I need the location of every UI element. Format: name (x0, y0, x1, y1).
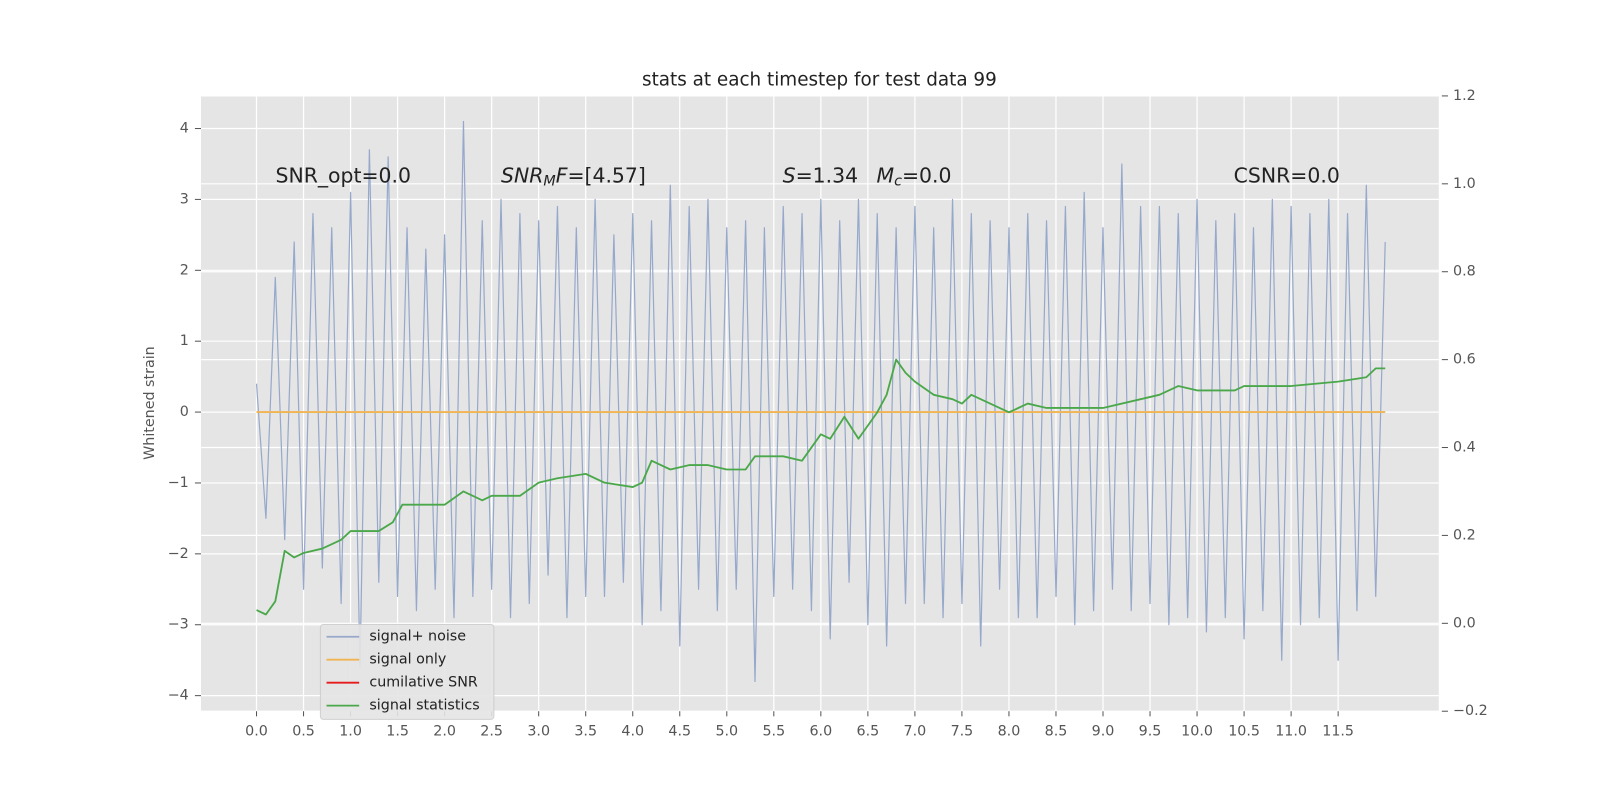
x-tick-label: 8.5 (1045, 724, 1068, 740)
x-tick-label: 3.5 (574, 724, 597, 740)
annotation-part: SNR_opt=0.0 (276, 164, 412, 189)
x-tick-label: 2.5 (480, 724, 503, 740)
y-tick-label: −2 (168, 546, 189, 562)
x-tick-label: 11.5 (1322, 724, 1354, 740)
x-tick-label: 6.0 (809, 724, 832, 740)
annotation-part: M (877, 164, 895, 188)
legend-label: cumilative SNR (369, 675, 477, 691)
y2-tick-label: 1.0 (1453, 176, 1476, 192)
x-tick-label: 6.5 (857, 724, 880, 740)
annotation-part: c (894, 174, 902, 190)
x-tick-label: 9.5 (1139, 724, 1162, 740)
annotation-part: S (783, 164, 796, 188)
y-tick-label: 0 (180, 404, 189, 420)
y-tick-label: −3 (168, 617, 189, 633)
x-tick-label: 0.5 (292, 724, 315, 740)
y2-tick-label: 0.2 (1453, 527, 1476, 543)
legend-box (319, 623, 495, 720)
annotation: CSNR=0.0 (1234, 164, 1340, 188)
annotation: SNR_opt=0.0 (276, 164, 412, 189)
annotation-part: F (556, 164, 568, 188)
legend-label: signal+ noise (369, 629, 466, 645)
x-tick-label: 0.0 (245, 724, 268, 740)
y2-tick-label: −0.2 (1453, 703, 1488, 719)
y2-tick-label: 0.6 (1453, 352, 1476, 368)
y-tick-label: 1 (180, 333, 189, 349)
axes: 0.0 0.5 1.0 1.5 2.0 2.5 3.0 3.5 4.0 4.5 5.0 5.5 6.0 6… (168, 88, 1488, 740)
chart-title: stats at each timestep for test data 99 (642, 70, 997, 91)
y2-tick-label: 0.0 (1453, 615, 1476, 631)
y-tick-label: 2 (180, 262, 189, 278)
x-tick-label: 9.0 (1092, 724, 1115, 740)
annotations: SNR_opt=0.0 SNRMF=[4.57] S=1.34 Mc=0.0 CSNR=… (276, 164, 1340, 190)
y-tick-label: 4 (180, 121, 189, 137)
annotation-part: =0.0 (902, 164, 952, 188)
x-tick-label: 2.0 (433, 724, 456, 740)
x-tick-label: 1.5 (386, 724, 409, 740)
annotation-part: CSNR=0.0 (1234, 164, 1340, 188)
y2-tick-label: 0.8 (1453, 264, 1476, 280)
x-tick-label: 1.0 (339, 724, 362, 740)
legend-label: signal only (369, 652, 446, 668)
series-line (256, 358, 1386, 616)
annotation-part: =1.34 (796, 164, 859, 188)
x-tick-label: 4.5 (668, 724, 691, 740)
y-tick-label: −4 (168, 688, 189, 704)
series-line (255, 120, 1386, 683)
x-tick-label: 4.0 (621, 724, 644, 740)
x-tick-label: 5.5 (762, 724, 785, 740)
x-tick-label: 7.5 (951, 724, 974, 740)
annotation-part: M (543, 174, 555, 190)
x-tick-label: 10.5 (1228, 724, 1260, 740)
plot-background (201, 95, 1439, 712)
y-tick-label: −1 (168, 475, 189, 491)
x-tick-label: 5.0 (715, 724, 738, 740)
annotation-part: SNR (501, 164, 543, 188)
x-tick-label: 3.0 (527, 724, 550, 740)
annotation: S=1.34 (783, 164, 858, 188)
annotation-part: =[4.57] (567, 164, 645, 188)
y2-tick-label: 0.4 (1453, 440, 1476, 456)
y-axis-label: Whitened strain (142, 346, 158, 460)
plot-area (255, 120, 1386, 683)
x-tick-label: 8.0 (998, 724, 1021, 740)
annotation: SNRMF=[4.57] (501, 164, 646, 190)
x-tick-label: 7.0 (904, 724, 927, 740)
x-tick-label: 10.0 (1181, 724, 1213, 740)
legend: signal+ noise signal only cumilative SNR si… (319, 623, 495, 720)
legend-label: signal statistics (369, 698, 479, 714)
y-tick-label: 3 (180, 191, 189, 207)
annotation: Mc=0.0 (877, 164, 952, 190)
x-tick-label: 11.0 (1275, 724, 1307, 740)
y2-tick-label: 1.2 (1453, 88, 1476, 104)
